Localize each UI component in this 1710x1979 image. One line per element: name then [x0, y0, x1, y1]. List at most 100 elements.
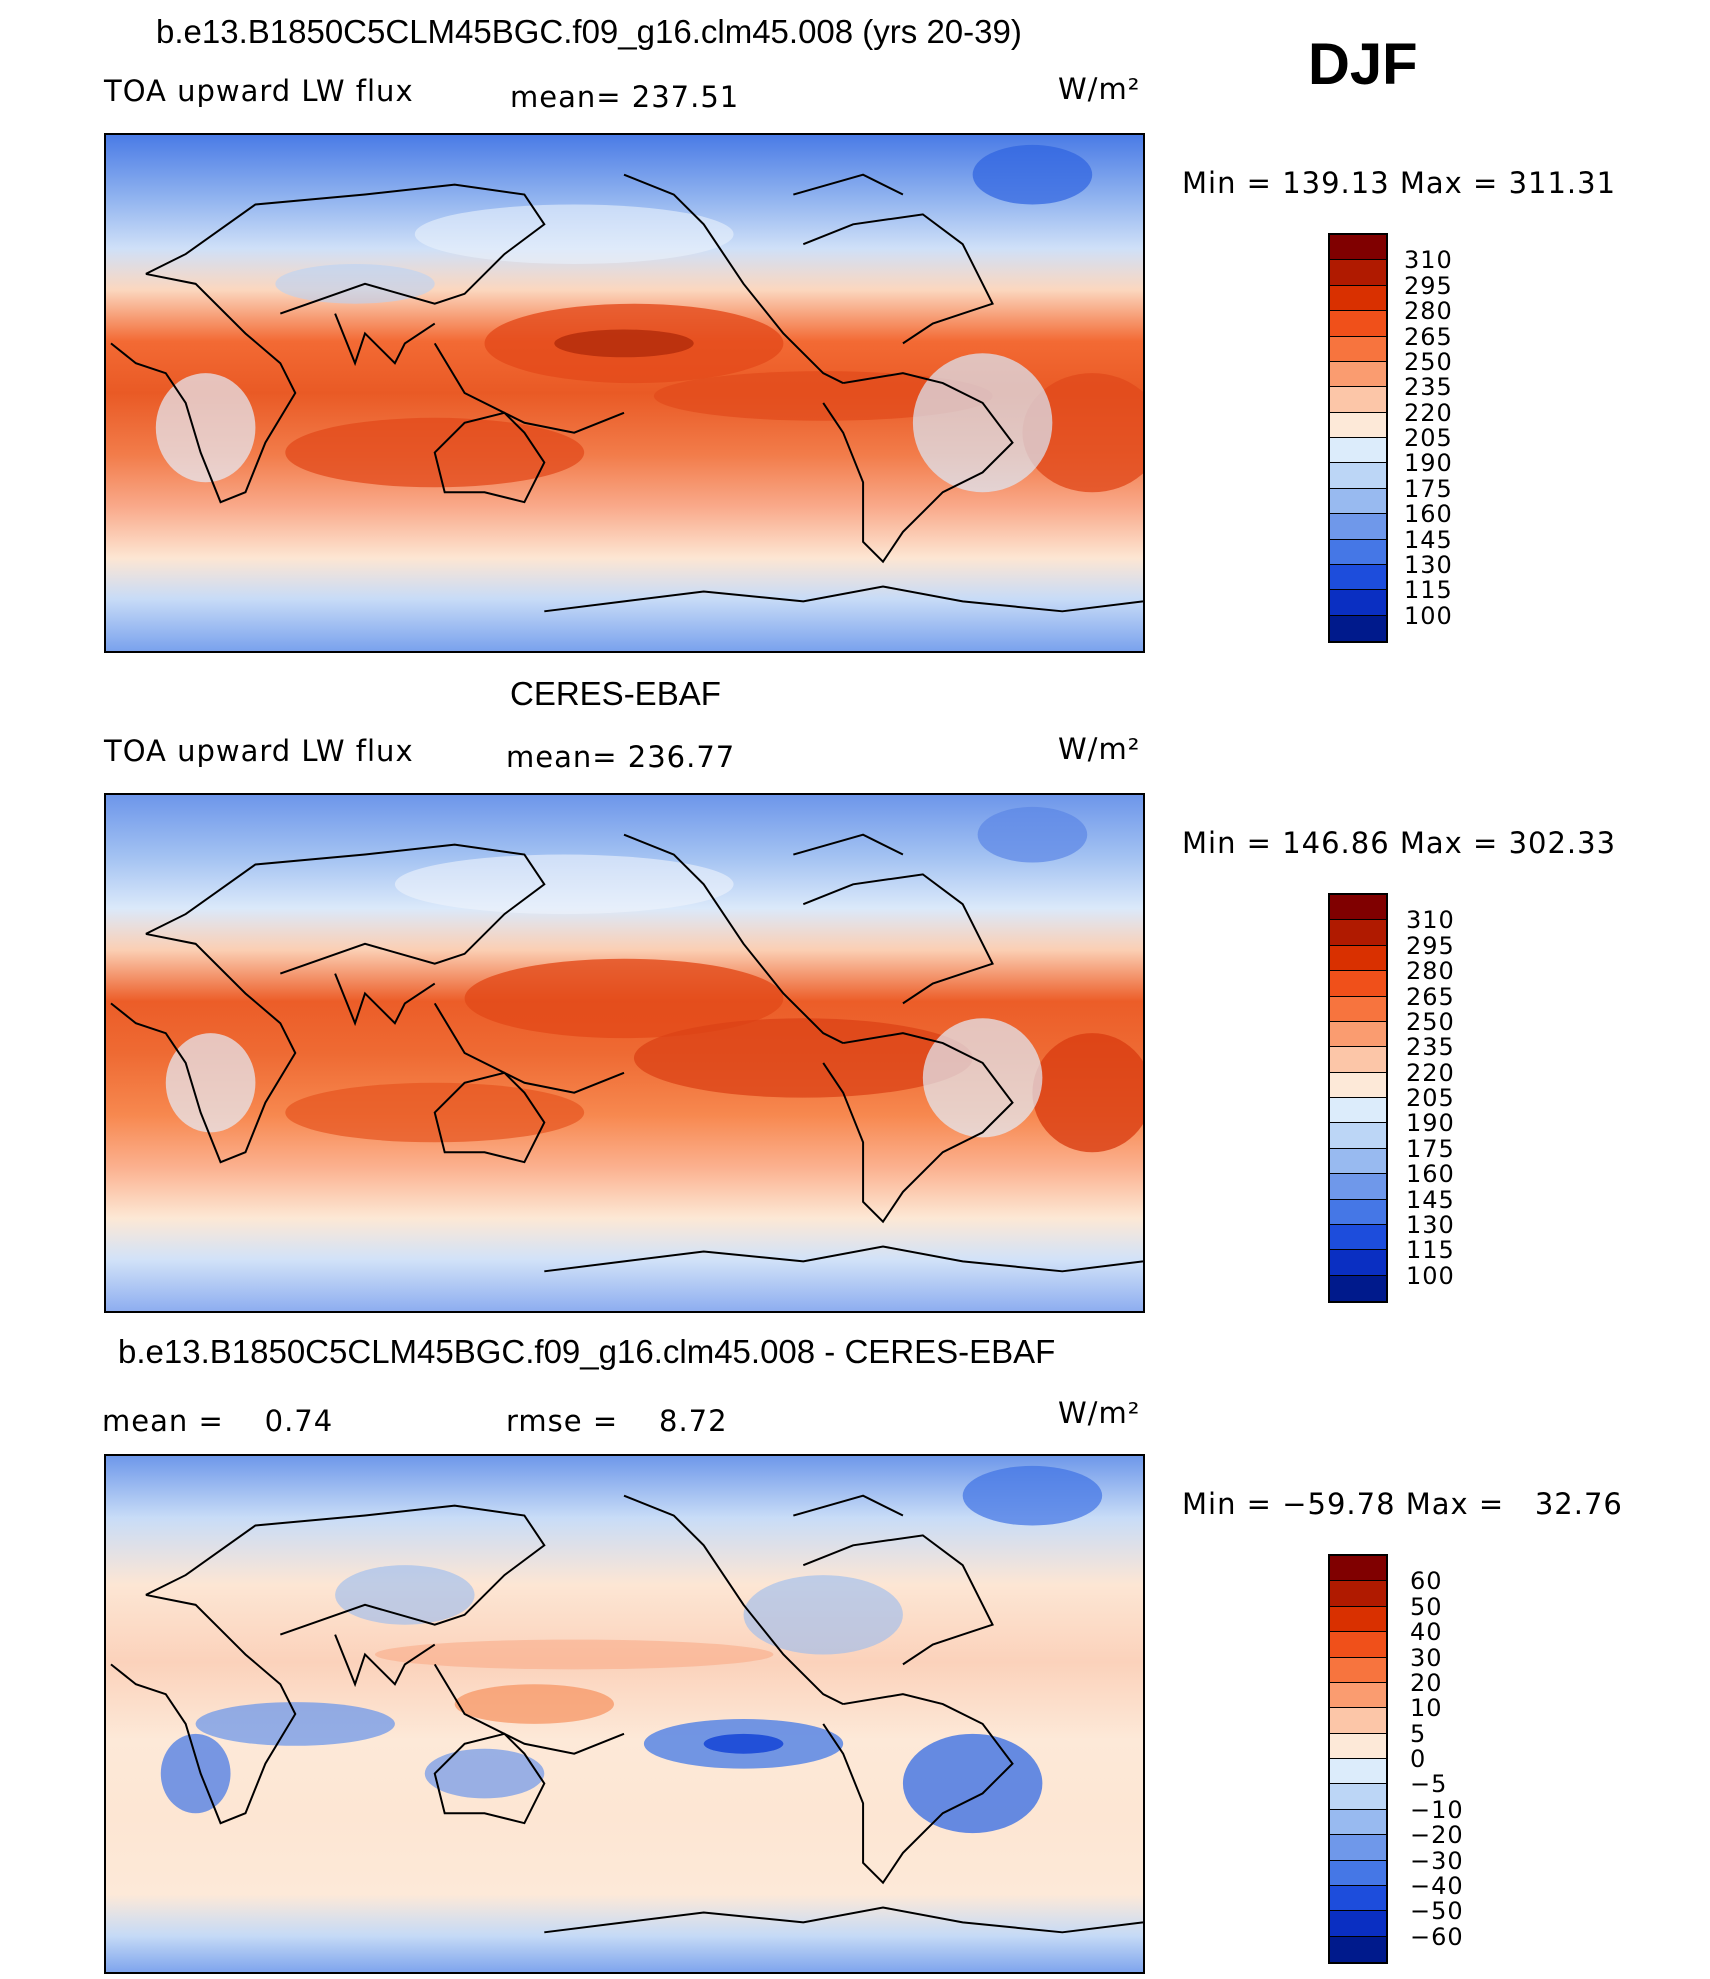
colorbar-swatch	[1330, 412, 1386, 438]
colorbar-swatch	[1330, 1199, 1386, 1225]
colorbar-tick-label: 50	[1410, 1592, 1443, 1621]
colorbar-tick-label: 235	[1406, 1033, 1455, 1062]
colorbar-swatch	[1330, 463, 1386, 489]
panel-2-map	[104, 793, 1145, 1313]
panel-2-units: W/m²	[1058, 732, 1141, 766]
colorbar-tick-label: 40	[1410, 1618, 1443, 1647]
colorbar-tick-label: 160	[1404, 500, 1453, 529]
colorbar-tick-label: 175	[1406, 1134, 1455, 1163]
colorbar-tick-label: 310	[1406, 906, 1455, 935]
colorbar-tick-label: 145	[1404, 525, 1453, 554]
colorbar-tick-label: −5	[1410, 1770, 1448, 1799]
colorbar-tick-label: 235	[1404, 373, 1453, 402]
colorbar-swatch	[1330, 438, 1386, 464]
colorbar-swatch	[1330, 1250, 1386, 1276]
colorbar-tick-label: 295	[1406, 931, 1455, 960]
colorbar-swatch	[1330, 235, 1386, 261]
colorbar-tick-label: 30	[1410, 1643, 1443, 1672]
colorbar-swatch	[1330, 260, 1386, 286]
colorbar-swatch	[1330, 1047, 1386, 1073]
panel-2-mean-label: mean= 236.77	[506, 740, 736, 774]
colorbar-swatch	[1330, 996, 1386, 1022]
colorbar-swatch	[1330, 1072, 1386, 1098]
colorbar-swatch	[1330, 285, 1386, 312]
panel-2-minmax: Min = 146.86 Max = 302.33	[1182, 826, 1617, 860]
colorbar-swatch	[1330, 1708, 1386, 1734]
panel-3-map	[104, 1454, 1145, 1974]
colorbar-swatch	[1330, 615, 1386, 641]
colorbar-swatch	[1330, 1021, 1386, 1048]
colorbar-swatch	[1330, 1098, 1386, 1124]
colorbar-tick-label: 115	[1404, 576, 1453, 605]
colorbar-swatch	[1330, 1556, 1386, 1582]
panel-1-title: b.e13.B1850C5CLM45BGC.f09_g16.clm45.008 …	[156, 13, 1022, 50]
colorbar-tick-label: 265	[1406, 982, 1455, 1011]
panel-1-map	[104, 133, 1145, 653]
colorbar-tick-label: 280	[1406, 957, 1455, 986]
colorbar-tick-label: 130	[1404, 550, 1453, 579]
colorbar-tick-label: −40	[1410, 1871, 1464, 1900]
colorbar-tick-label: 175	[1404, 474, 1453, 503]
colorbar-tick-label: 250	[1406, 1007, 1455, 1036]
colorbar-tick-label: 60	[1410, 1567, 1443, 1596]
colorbar-swatch	[1330, 1275, 1386, 1301]
panel-3-colorbar	[1328, 1554, 1388, 1964]
colorbar-tick-label: 130	[1406, 1210, 1455, 1239]
colorbar-swatch	[1330, 1123, 1386, 1149]
colorbar-swatch	[1330, 1581, 1386, 1607]
panel-1-minmax: Min = 139.13 Max = 311.31	[1182, 166, 1617, 200]
panel-3-minmax: Min = −59.78 Max = 32.76	[1182, 1487, 1623, 1521]
panel-3-title: b.e13.B1850C5CLM45BGC.f09_g16.clm45.008 …	[118, 1333, 1056, 1370]
colorbar-tick-label: 100	[1404, 601, 1453, 630]
panel-3-mean-label: mean = 0.74	[102, 1404, 334, 1438]
panel-1-colorbar	[1328, 233, 1388, 643]
colorbar-swatch	[1330, 1860, 1386, 1886]
colorbar-tick-label: 0	[1410, 1745, 1427, 1773]
colorbar-tick-label: 295	[1404, 271, 1453, 300]
colorbar-tick-label: 265	[1404, 322, 1453, 351]
colorbar-tick-label: −10	[1410, 1795, 1464, 1824]
colorbar-tick-label: −50	[1410, 1897, 1464, 1926]
panel-3-rmse-label: rmse = 8.72	[506, 1404, 728, 1438]
season-label: DJF	[1308, 32, 1418, 97]
colorbar-swatch	[1330, 1885, 1386, 1912]
colorbar-tick-label: 205	[1404, 424, 1453, 452]
colorbar-tick-label: 10	[1410, 1694, 1443, 1723]
colorbar-tick-label: 310	[1404, 246, 1453, 275]
colorbar-tick-label: 220	[1406, 1058, 1455, 1087]
panel-2-title: CERES-EBAF	[510, 675, 721, 712]
colorbar-swatch	[1330, 1759, 1386, 1785]
colorbar-swatch	[1330, 336, 1386, 362]
colorbar-swatch	[1330, 920, 1386, 946]
colorbar-swatch	[1330, 1784, 1386, 1810]
colorbar-tick-label: 160	[1406, 1160, 1455, 1189]
panel-1-variable-label: TOA upward LW flux	[104, 74, 414, 108]
colorbar-swatch	[1330, 1835, 1386, 1861]
colorbar-swatch	[1330, 1911, 1386, 1937]
colorbar-swatch	[1330, 1148, 1386, 1175]
panel-1-mean-label: mean= 237.51	[510, 80, 740, 114]
colorbar-swatch	[1330, 590, 1386, 616]
colorbar-swatch	[1330, 895, 1386, 921]
colorbar-tick-label: 250	[1404, 347, 1453, 376]
colorbar-tick-label: 190	[1406, 1109, 1455, 1138]
colorbar-swatch	[1330, 1657, 1386, 1683]
colorbar-tick-label: 100	[1406, 1261, 1455, 1290]
colorbar-tick-label: 145	[1406, 1185, 1455, 1214]
panel-2-colorbar	[1328, 893, 1388, 1303]
colorbar-swatch	[1330, 1809, 1386, 1836]
colorbar-swatch	[1330, 945, 1386, 972]
colorbar-swatch	[1330, 1936, 1386, 1962]
colorbar-tick-label: −60	[1410, 1922, 1464, 1951]
colorbar-swatch	[1330, 539, 1386, 565]
colorbar-tick-label: 220	[1404, 398, 1453, 427]
colorbar-swatch	[1330, 971, 1386, 997]
colorbar-swatch	[1330, 1174, 1386, 1200]
colorbar-swatch	[1330, 1224, 1386, 1251]
panel-1-units: W/m²	[1058, 72, 1141, 106]
panel-2-variable-label: TOA upward LW flux	[104, 734, 414, 768]
colorbar-swatch	[1330, 1632, 1386, 1658]
colorbar-swatch	[1330, 1606, 1386, 1633]
colorbar-tick-label: 205	[1406, 1084, 1455, 1112]
colorbar-swatch	[1330, 387, 1386, 413]
